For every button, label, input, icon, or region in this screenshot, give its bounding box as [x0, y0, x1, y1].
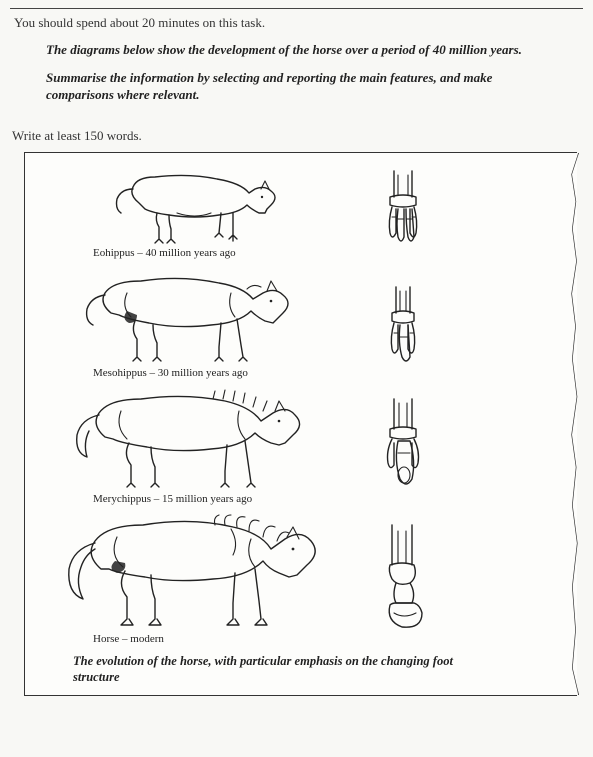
task-line-2: Summarise the information by selecting a… [46, 69, 561, 104]
top-rule [10, 8, 583, 9]
stage-label-2: Merychippus – 15 million years ago [93, 493, 565, 505]
stage-row-merychippus [37, 387, 565, 491]
horse-merychippus [37, 387, 337, 491]
stage-row-mesohippus [37, 267, 565, 365]
diagram-panel-wrap: Eohippus – 40 million years ago [24, 152, 577, 697]
time-instruction: You should spend about 20 minutes on thi… [14, 15, 583, 31]
task-line-1: The diagrams below show the development … [46, 41, 561, 59]
panel-caption: The evolution of the horse, with particu… [73, 653, 453, 686]
foot-mesohippus [343, 283, 463, 365]
foot-modern [343, 521, 463, 631]
stage-label-3: Horse – modern [93, 633, 565, 645]
stage-label-1: Mesohippus – 30 million years ago [93, 367, 565, 379]
horse-eohippus [37, 163, 337, 245]
diagram-panel: Eohippus – 40 million years ago [24, 152, 577, 697]
stage-row-modern [37, 513, 565, 631]
horse-mesohippus [37, 267, 337, 365]
foot-eohippus [343, 167, 463, 245]
foot-merychippus [343, 395, 463, 491]
stage-label-0: Eohippus – 40 million years ago [93, 247, 565, 259]
stage-row-eohippus [37, 163, 565, 245]
word-count-instruction: Write at least 150 words. [12, 128, 583, 144]
task-block: The diagrams below show the development … [10, 41, 583, 126]
horse-modern [37, 513, 337, 631]
